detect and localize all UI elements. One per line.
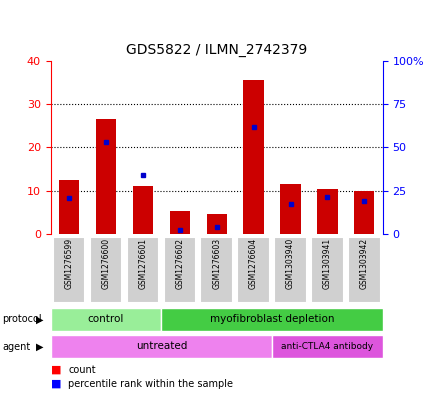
Bar [243, 80, 264, 234]
Text: myofibroblast depletion: myofibroblast depletion [210, 314, 334, 324]
Text: GSM1276601: GSM1276601 [138, 238, 147, 289]
Text: ▶: ▶ [36, 314, 44, 324]
Bar [170, 211, 190, 234]
Text: GSM1276600: GSM1276600 [102, 238, 110, 289]
FancyBboxPatch shape [237, 237, 270, 303]
FancyBboxPatch shape [53, 237, 85, 303]
Bar [206, 214, 227, 234]
FancyBboxPatch shape [272, 335, 383, 358]
FancyBboxPatch shape [51, 335, 272, 358]
FancyBboxPatch shape [90, 237, 122, 303]
Text: control: control [88, 314, 124, 324]
FancyBboxPatch shape [274, 237, 307, 303]
Text: agent: agent [2, 342, 30, 352]
FancyBboxPatch shape [51, 308, 161, 331]
Text: GSM1303941: GSM1303941 [323, 238, 332, 289]
Text: anti-CTLA4 antibody: anti-CTLA4 antibody [281, 342, 374, 351]
Text: GSM1303940: GSM1303940 [286, 238, 295, 289]
Text: ▶: ▶ [36, 342, 44, 352]
Text: percentile rank within the sample: percentile rank within the sample [68, 378, 233, 389]
Text: GSM1276599: GSM1276599 [65, 238, 73, 289]
Text: untreated: untreated [136, 341, 187, 351]
Bar [133, 186, 153, 234]
Text: protocol: protocol [2, 314, 42, 324]
FancyBboxPatch shape [127, 237, 159, 303]
Bar [354, 191, 374, 234]
FancyBboxPatch shape [201, 237, 233, 303]
Title: GDS5822 / ILMN_2742379: GDS5822 / ILMN_2742379 [126, 43, 307, 57]
Bar [59, 180, 79, 234]
Text: GSM1276604: GSM1276604 [249, 238, 258, 289]
FancyBboxPatch shape [164, 237, 196, 303]
FancyBboxPatch shape [348, 237, 381, 303]
Bar [280, 184, 301, 234]
Bar [317, 189, 337, 234]
Bar [96, 119, 116, 234]
Text: ■: ■ [51, 365, 61, 375]
Text: count: count [68, 365, 96, 375]
Text: ■: ■ [51, 378, 61, 389]
Text: GSM1276603: GSM1276603 [212, 238, 221, 289]
FancyBboxPatch shape [161, 308, 383, 331]
FancyBboxPatch shape [311, 237, 344, 303]
Text: GSM1276602: GSM1276602 [175, 238, 184, 289]
Text: GSM1303942: GSM1303942 [360, 238, 369, 289]
